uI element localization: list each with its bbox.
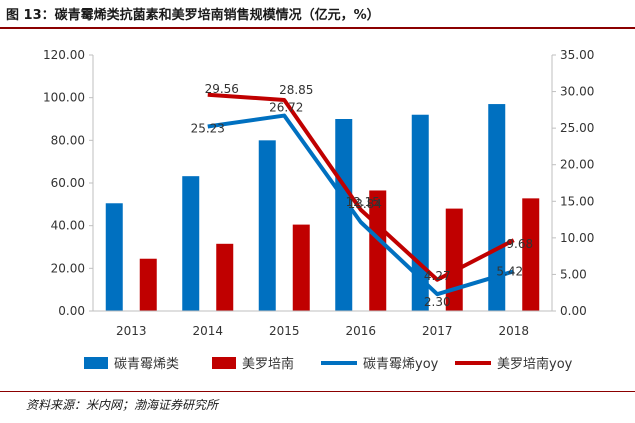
x-category-label: 2013	[116, 324, 147, 338]
left-tick-label: 60.00	[51, 176, 85, 190]
legend-swatch	[212, 357, 236, 369]
bar-meropenem	[445, 208, 463, 311]
bar-carbapenem	[105, 203, 123, 311]
legend-swatch	[84, 357, 108, 369]
source-divider	[0, 391, 635, 392]
x-category-label: 2016	[345, 324, 376, 338]
right-tick-label: 25.00	[560, 121, 594, 135]
bar-meropenem	[139, 258, 157, 311]
meropenem-yoy-label: 28.85	[279, 83, 313, 97]
left-tick-label: 40.00	[51, 219, 85, 233]
x-category-label: 2014	[192, 324, 223, 338]
chart-title: 图 13：碳青霉烯类抗菌素和美罗培南销售规模情况（亿元，%）	[6, 8, 380, 23]
yoy-lines: 25.23 26.72 12.15 2.30 5.42 29.56 28.85 13.84 4.…	[191, 82, 534, 309]
legend-label: 美罗培南	[242, 356, 294, 372]
right-axis: 0.00 5.00 10.00 15.00 20.00 25.00 30.00 35.00	[551, 48, 594, 318]
meropenem-yoy-label: 29.56	[205, 82, 239, 96]
carbapenem-yoy-label: 25.23	[191, 121, 225, 135]
title-divider	[0, 27, 635, 29]
left-tick-label: 120.00	[43, 48, 85, 62]
legend-item: 美罗培南	[212, 356, 294, 372]
bar-carbapenem	[335, 119, 353, 311]
legend-item: 碳青霉烯yoy	[321, 357, 439, 372]
bars	[105, 104, 540, 311]
x-axis-categories: 2013 2014 2015 2016 2017 2018	[93, 310, 552, 338]
bar-meropenem	[292, 224, 310, 311]
line-carbapenem-yoy	[207, 113, 515, 297]
carbapenem-yoy-label: 2.30	[424, 295, 451, 309]
bar-carbapenem	[258, 140, 276, 311]
right-tick-label: 15.00	[560, 194, 594, 208]
carbapenem-yoy-label: 5.42	[496, 264, 523, 278]
left-tick-label: 20.00	[51, 261, 85, 275]
legend-label: 碳青霉烯yoy	[363, 357, 439, 372]
left-tick-label: 100.00	[43, 91, 85, 105]
right-tick-label: 0.00	[560, 304, 587, 318]
legend: 碳青霉烯类 美罗培南 碳青霉烯yoy 美罗培南yoy	[84, 356, 573, 372]
legend-item: 美罗培南yoy	[455, 356, 573, 372]
x-category-label: 2018	[498, 324, 529, 338]
right-tick-label: 30.00	[560, 85, 594, 99]
left-axis: 0.00 20.00 40.00 60.00 80.00 100.00 120.00	[43, 48, 94, 318]
left-tick-label: 0.00	[58, 304, 85, 318]
bar-meropenem	[216, 243, 234, 311]
legend-label: 碳青霉烯类	[114, 357, 179, 372]
right-tick-label: 5.00	[560, 267, 587, 281]
source-note: 资料来源：米内网；渤海证券研究所	[26, 398, 219, 412]
left-tick-label: 80.00	[51, 133, 85, 147]
bar-meropenem	[522, 198, 540, 311]
line-meropenem-yoy	[207, 92, 515, 282]
x-category-label: 2017	[422, 324, 453, 338]
bar-carbapenem	[488, 104, 506, 311]
right-tick-label: 10.00	[560, 231, 594, 245]
carbapenem-yoy-label: 12.15	[346, 195, 380, 209]
right-tick-label: 35.00	[560, 48, 594, 62]
right-tick-label: 20.00	[560, 158, 594, 172]
meropenem-yoy-label: 9.68	[506, 237, 533, 251]
meropenem-yoy-label: 4.27	[424, 269, 451, 283]
meropenem-yoy-label: 13.84	[348, 197, 382, 211]
bar-carbapenem	[182, 176, 200, 311]
carbapenem-yoy-label: 26.72	[269, 101, 303, 115]
x-category-label: 2015	[269, 324, 300, 338]
legend-label: 美罗培南yoy	[497, 356, 573, 372]
legend-item: 碳青霉烯类	[84, 357, 179, 372]
